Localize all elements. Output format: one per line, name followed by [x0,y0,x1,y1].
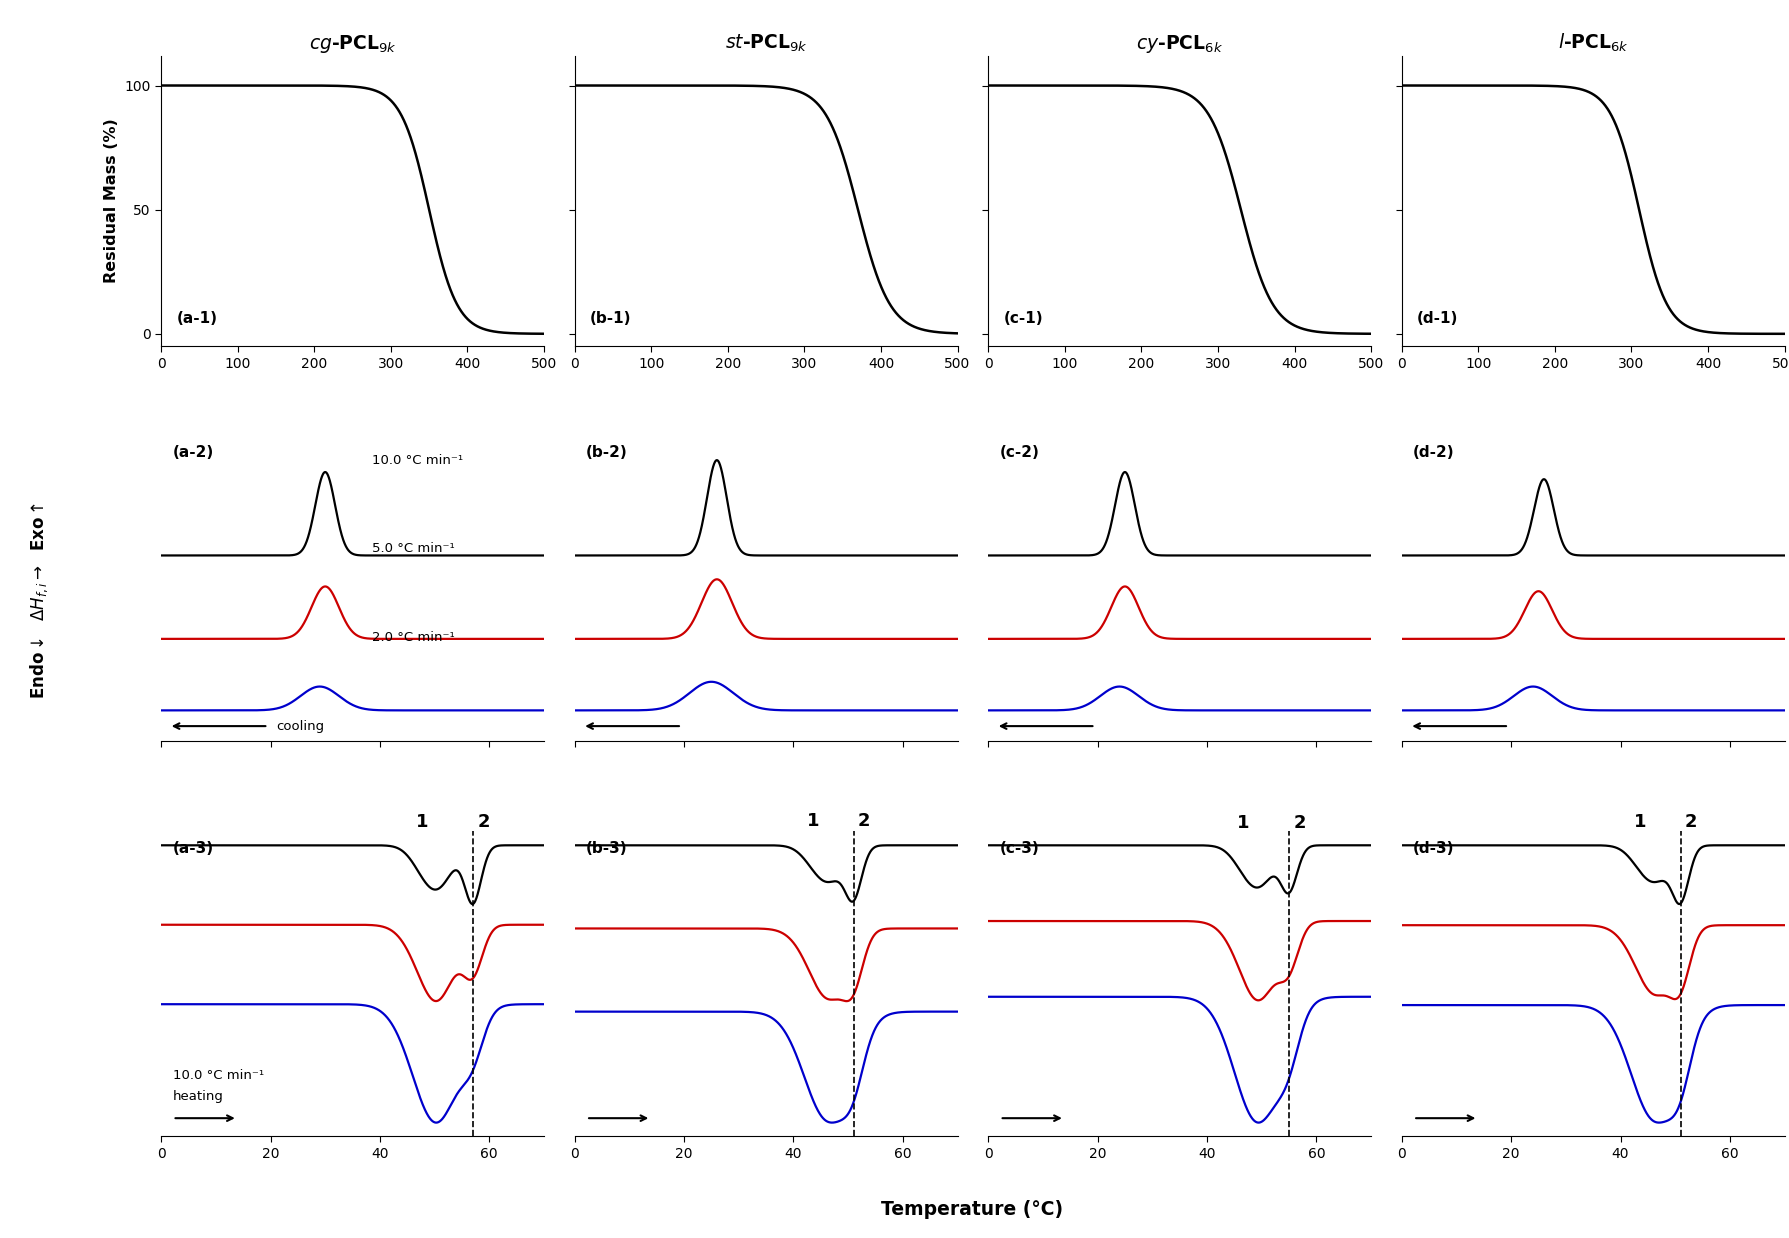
Text: (a-1): (a-1) [177,311,216,326]
Text: heating: heating [172,1089,224,1103]
Text: (d-1): (d-1) [1417,311,1458,326]
Text: (c-3): (c-3) [998,841,1039,855]
Text: 2: 2 [1293,813,1306,832]
Text: cooling: cooling [276,719,324,733]
Text: (a-3): (a-3) [172,841,213,855]
Text: (c-2): (c-2) [998,446,1039,461]
Text: 2: 2 [1683,813,1696,831]
Text: (d-3): (d-3) [1413,841,1454,855]
Title: $\mathit{st}$-PCL$_{9k}$: $\mathit{st}$-PCL$_{9k}$ [725,32,807,54]
Text: (d-2): (d-2) [1413,446,1454,461]
Y-axis label: Residual Mass (%): Residual Mass (%) [104,119,118,284]
Title: $\mathit{cy}$-PCL$_{6k}$: $\mathit{cy}$-PCL$_{6k}$ [1136,32,1222,54]
Text: 2: 2 [857,812,869,831]
Text: 10.0 °C min⁻¹: 10.0 °C min⁻¹ [172,1068,263,1082]
Title: $\mathit{l}$-PCL$_{6k}$: $\mathit{l}$-PCL$_{6k}$ [1556,32,1628,54]
Text: 1: 1 [1633,813,1646,831]
Text: (b-2): (b-2) [585,446,628,461]
Text: (b-1): (b-1) [590,311,632,326]
Text: 1: 1 [807,812,819,831]
Title: $\mathit{cg}$-PCL$_{9k}$: $\mathit{cg}$-PCL$_{9k}$ [308,32,397,54]
Text: (a-2): (a-2) [172,446,213,461]
Text: (b-3): (b-3) [585,841,628,855]
Text: 2.0 °C min⁻¹: 2.0 °C min⁻¹ [372,630,454,644]
Text: 1: 1 [415,813,428,831]
Text: (c-1): (c-1) [1004,311,1043,326]
Text: 5.0 °C min⁻¹: 5.0 °C min⁻¹ [372,542,454,555]
Text: 10.0 °C min⁻¹: 10.0 °C min⁻¹ [372,454,463,467]
Text: Temperature (°C): Temperature (°C) [880,1200,1063,1219]
Text: 1: 1 [1236,813,1249,832]
Text: Endo$\downarrow$  $\Delta H_{f,i}$$\rightarrow$  Exo$\uparrow$: Endo$\downarrow$ $\Delta H_{f,i}$$\right… [29,501,50,699]
Text: 2: 2 [478,813,490,831]
